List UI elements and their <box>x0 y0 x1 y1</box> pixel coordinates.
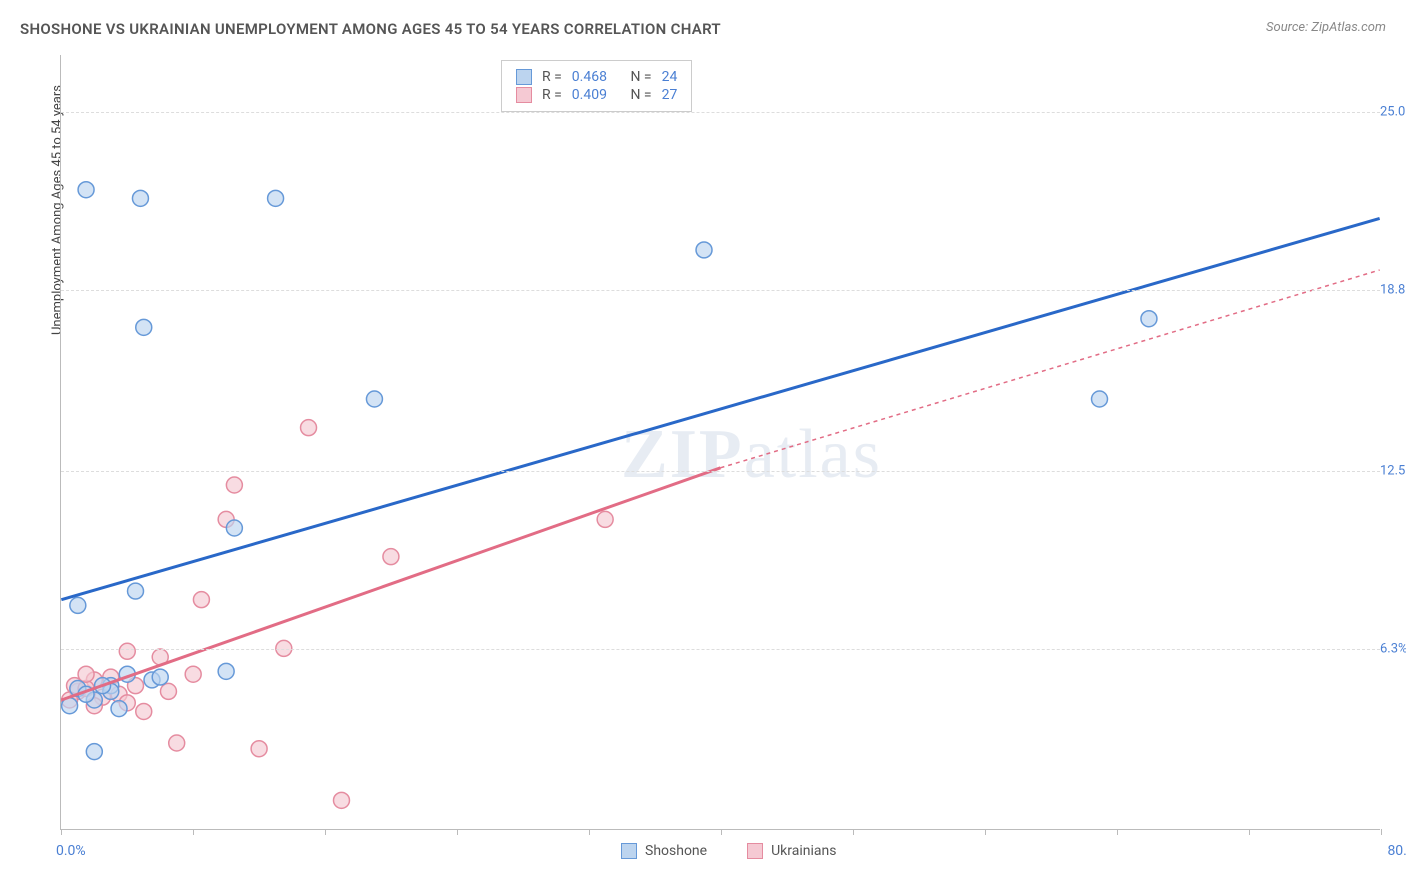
x-tick <box>193 829 194 835</box>
x-tick <box>985 829 986 835</box>
data-point <box>366 391 382 407</box>
data-point <box>119 643 135 659</box>
legend-item-shoshone: Shoshone <box>621 843 707 859</box>
n-value-shoshone: 24 <box>662 69 678 85</box>
plot-region: ZIPatlas R = 0.468 N = 24 R = 0.409 N = … <box>60 55 1380 830</box>
grid-line <box>61 290 1380 291</box>
x-tick <box>325 829 326 835</box>
trend-line <box>61 218 1379 599</box>
swatch-pink-icon <box>747 843 763 859</box>
data-point <box>136 703 152 719</box>
data-point <box>1092 391 1108 407</box>
data-point <box>597 511 613 527</box>
x-max-label: 80.0% <box>1387 843 1406 859</box>
legend-label-ukrainians: Ukrainians <box>771 843 836 859</box>
data-point <box>226 477 242 493</box>
data-point <box>1141 311 1157 327</box>
x-tick <box>853 829 854 835</box>
data-point <box>334 792 350 808</box>
data-point <box>251 741 267 757</box>
stats-row-ukrainians: R = 0.409 N = 27 <box>516 87 677 103</box>
grid-line <box>61 112 1380 113</box>
data-point <box>193 592 209 608</box>
trend-line <box>61 468 720 700</box>
x-tick <box>1249 829 1250 835</box>
data-point <box>136 319 152 335</box>
data-point <box>78 666 94 682</box>
data-point <box>78 182 94 198</box>
y-tick-label: 18.8% <box>1380 283 1406 298</box>
data-point <box>70 597 86 613</box>
chart-title: SHOSHONE VS UKRAINIAN UNEMPLOYMENT AMONG… <box>20 20 721 38</box>
grid-line <box>61 471 1380 472</box>
r-value-ukrainians: 0.409 <box>572 87 607 103</box>
data-point <box>218 663 234 679</box>
source-label: Source: ZipAtlas.com <box>1266 20 1386 35</box>
r-label: R = <box>542 69 562 85</box>
x-tick <box>721 829 722 835</box>
y-tick-label: 25.0% <box>1380 105 1406 120</box>
stats-legend-box: R = 0.468 N = 24 R = 0.409 N = 27 <box>501 60 692 112</box>
data-point <box>268 190 284 206</box>
data-point <box>152 669 168 685</box>
bottom-legend: Shoshone Ukrainians <box>621 843 836 859</box>
legend-item-ukrainians: Ukrainians <box>747 843 836 859</box>
data-point <box>696 242 712 258</box>
trend-line <box>721 270 1380 468</box>
x-tick <box>61 829 62 835</box>
data-point <box>160 683 176 699</box>
data-point <box>169 735 185 751</box>
data-point <box>301 420 317 436</box>
n-label: N = <box>630 69 651 85</box>
legend-label-shoshone: Shoshone <box>645 843 707 859</box>
stats-row-shoshone: R = 0.468 N = 24 <box>516 69 677 85</box>
data-point <box>86 744 102 760</box>
x-tick <box>589 829 590 835</box>
data-point <box>226 520 242 536</box>
y-tick-label: 6.3% <box>1380 642 1406 657</box>
r-value-shoshone: 0.468 <box>572 69 607 85</box>
data-point <box>185 666 201 682</box>
n-label: N = <box>630 87 651 103</box>
data-point <box>128 583 144 599</box>
data-point <box>132 190 148 206</box>
y-tick-label: 12.5% <box>1380 464 1406 479</box>
swatch-blue-icon <box>516 69 532 85</box>
x-tick <box>457 829 458 835</box>
data-point <box>383 549 399 565</box>
x-tick <box>1381 829 1382 835</box>
r-label: R = <box>542 87 562 103</box>
plot-svg <box>61 55 1380 829</box>
n-value-ukrainians: 27 <box>662 87 678 103</box>
x-tick <box>1117 829 1118 835</box>
chart-area: Unemployment Among Ages 45 to 54 years Z… <box>50 55 1380 830</box>
x-min-label: 0.0% <box>56 843 86 859</box>
data-point <box>111 701 127 717</box>
swatch-blue-icon <box>621 843 637 859</box>
swatch-pink-icon <box>516 87 532 103</box>
grid-line <box>61 649 1380 650</box>
